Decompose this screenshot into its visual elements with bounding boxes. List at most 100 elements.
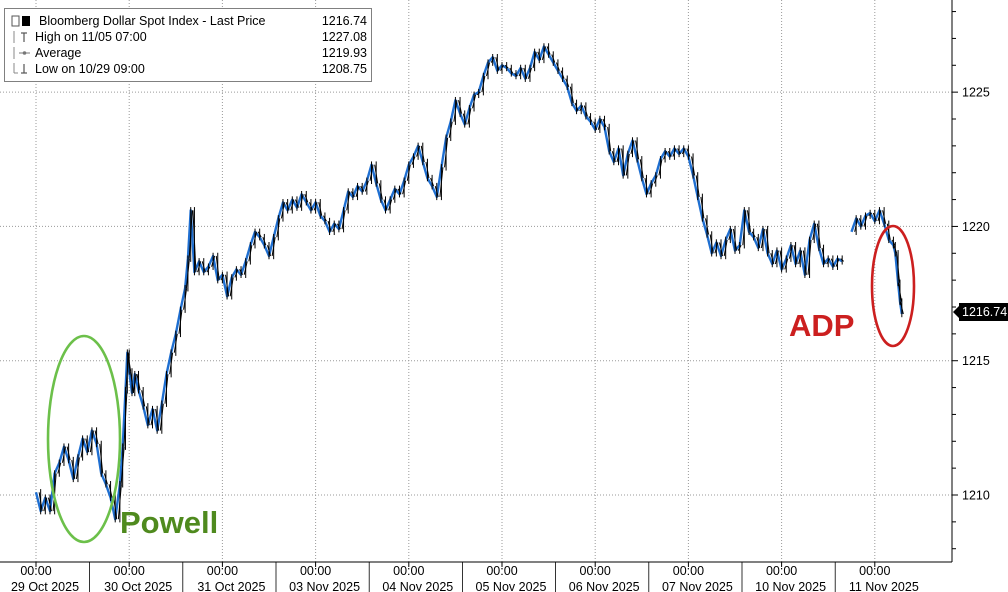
price-candle-body (565, 78, 570, 87)
price-candle-body (742, 210, 747, 246)
price-candle-body (188, 210, 193, 259)
legend-row-average: Average 1219.93 (5, 45, 371, 61)
price-candle-body (123, 390, 128, 447)
price-candle-body (183, 288, 188, 310)
price-candle-body (896, 253, 901, 283)
price-candle-body (38, 492, 43, 512)
price-candle-body (434, 186, 439, 198)
price-candle-body (793, 245, 798, 265)
legend-label-high: High on 11/05 07:00 (35, 30, 147, 44)
price-candle-body (514, 72, 518, 77)
price-candle-body (150, 408, 155, 426)
price-candle-body (593, 121, 598, 130)
x-tick-time-label: 00:00 (300, 564, 331, 578)
price-candle-body (863, 215, 868, 227)
price-candle-body (868, 212, 872, 217)
average-marker-icon (13, 47, 30, 59)
price-candle-body (700, 196, 705, 219)
y-axis: 1210 1215 1220 1225 (951, 0, 990, 562)
price-candle-body (80, 438, 85, 458)
price-candle-body (132, 374, 137, 394)
price-candle-body (458, 100, 463, 114)
price-candle-body (271, 237, 276, 257)
price-candle-body (276, 218, 281, 238)
price-candle-body (877, 210, 882, 222)
price-candle-body (723, 239, 728, 257)
price-candle-body (332, 223, 337, 232)
price-candle-body (234, 269, 239, 278)
legend-value-low: 1208.75 (321, 62, 367, 76)
price-candle-body (611, 151, 616, 163)
price-candle-body (774, 250, 779, 265)
price-candle-body (130, 371, 134, 394)
price-candle-body (784, 258, 789, 270)
legend-label-low: Low on 10/29 09:00 (35, 62, 145, 76)
price-candle-body (737, 244, 742, 251)
price-candle-body (541, 46, 546, 61)
price-candle-body (714, 242, 719, 254)
price-line (34, 45, 843, 521)
price-candle-body (765, 229, 770, 254)
price-candle-body (374, 164, 379, 184)
price-candle-body (490, 56, 495, 63)
price-candle-body (239, 269, 243, 276)
price-candle-body (66, 446, 71, 461)
price-candle-body (127, 352, 132, 372)
price-candle-body (639, 159, 644, 179)
price-candle-body (201, 261, 206, 273)
price-candle-body (495, 57, 500, 71)
price-candle-body (597, 118, 602, 130)
price-candle-body (467, 108, 472, 125)
price-candle-body (569, 86, 574, 103)
price-candle-body (411, 156, 416, 165)
price-candle-body (756, 237, 761, 249)
x-tick-date-label: 05 Nov 2025 (476, 580, 547, 592)
x-axis: 00:00 29 Oct 2025 00:00 30 Oct 2025 00:00 31 … (0, 561, 952, 592)
price-candle-body (378, 183, 383, 200)
price-candle-body (891, 239, 896, 246)
price-candle-body (164, 374, 169, 404)
x-tick-time-label: 00:00 (486, 564, 517, 578)
price-candle-body (532, 51, 537, 69)
price-candle-body (253, 231, 258, 246)
last-price-icon (11, 15, 30, 27)
price-candle-body (229, 277, 234, 297)
price-candle-body (430, 177, 435, 187)
price-candle-body (267, 245, 271, 257)
price-candle-body (341, 210, 346, 230)
powell-highlight-ellipse (46, 334, 122, 544)
legend-row-last: Bloomberg Dollar Spot Index - Last Price… (5, 13, 371, 29)
price-candle-body (308, 202, 313, 211)
price-candle-body (798, 250, 803, 265)
price-candle-body (658, 159, 663, 176)
price-candle-body (607, 126, 612, 152)
price-candle-body (686, 148, 691, 157)
price-candle-body (616, 148, 621, 163)
adp-annotation: ADP (789, 308, 855, 343)
price-candle-body (206, 266, 211, 273)
y-tick-label: 1220 (962, 220, 990, 234)
price-candle-body (141, 390, 146, 407)
price-candle-body (439, 167, 444, 197)
last-price-tag: 1216.74 (953, 303, 1008, 321)
price-candle-body (481, 75, 486, 93)
price-candle-body (108, 484, 113, 498)
chart-legend: Bloomberg Dollar Spot Index - Last Price… (4, 8, 372, 82)
legend-label-last: Bloomberg Dollar Spot Index - Last Price (39, 14, 266, 28)
price-series (34, 43, 904, 523)
price-candle-body (858, 218, 863, 227)
x-tick-time-label: 00:00 (673, 564, 704, 578)
price-candle-body (322, 215, 327, 222)
price-candle-body (788, 245, 793, 259)
x-tick-time-label: 00:00 (766, 564, 797, 578)
price-candle-body (448, 121, 453, 138)
x-tick-date-label: 06 Nov 2025 (569, 580, 640, 592)
price-candle-body (355, 186, 360, 198)
price-candle-body (248, 245, 253, 262)
price-candle-body (899, 301, 904, 315)
price-candle-body (826, 258, 831, 265)
price-candle-body (779, 250, 784, 270)
price-candle-body (262, 236, 267, 246)
price-candle-body (812, 223, 817, 240)
